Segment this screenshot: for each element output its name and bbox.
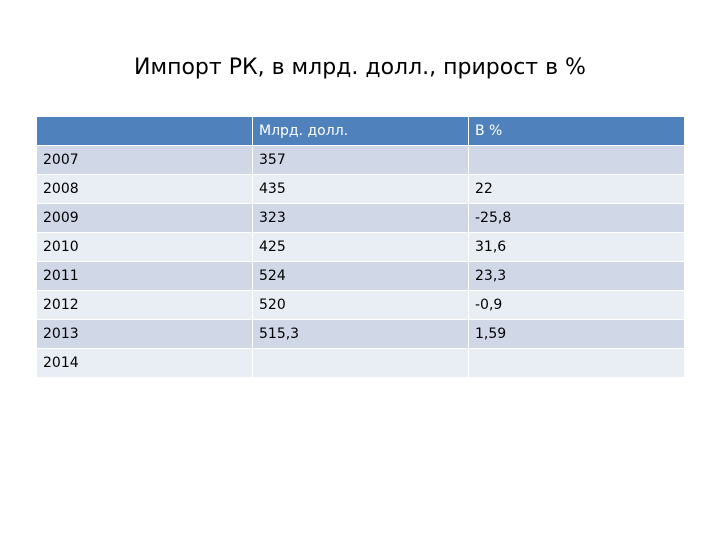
growth-cell: 23,3	[468, 261, 685, 291]
slide-title: Импорт РК, в млрд. долл., прирост в %	[134, 55, 586, 80]
value-cell: 520	[252, 290, 469, 320]
table-row: 2011 524 23,3	[36, 261, 685, 291]
table-row: 2007 357	[36, 145, 685, 175]
header-year	[36, 116, 253, 146]
growth-cell	[468, 348, 685, 378]
value-cell: 425	[252, 232, 469, 262]
import-table: Млрд. долл. В % 2007 357 2008 435 22 200…	[36, 116, 685, 378]
growth-cell: 22	[468, 174, 685, 204]
year-cell: 2014	[36, 348, 253, 378]
growth-cell: 1,59	[468, 319, 685, 349]
value-cell: 435	[252, 174, 469, 204]
value-cell: 515,3	[252, 319, 469, 349]
header-billion-usd: Млрд. долл.	[252, 116, 469, 146]
year-cell: 2009	[36, 203, 253, 233]
table-row: 2012 520 -0,9	[36, 290, 685, 320]
year-cell: 2008	[36, 174, 253, 204]
year-cell: 2010	[36, 232, 253, 262]
table-row: 2013 515,3 1,59	[36, 319, 685, 349]
header-percent: В %	[468, 116, 685, 146]
growth-cell: -25,8	[468, 203, 685, 233]
table-row: 2010 425 31,6	[36, 232, 685, 262]
table-row: 2009 323 -25,8	[36, 203, 685, 233]
year-cell: 2007	[36, 145, 253, 175]
year-cell: 2013	[36, 319, 253, 349]
value-cell: 524	[252, 261, 469, 291]
table-header-row: Млрд. долл. В %	[36, 116, 685, 146]
value-cell: 323	[252, 203, 469, 233]
table-row: 2014	[36, 348, 685, 378]
value-cell: 357	[252, 145, 469, 175]
year-cell: 2011	[36, 261, 253, 291]
growth-cell	[468, 145, 685, 175]
table-row: 2008 435 22	[36, 174, 685, 204]
year-cell: 2012	[36, 290, 253, 320]
value-cell	[252, 348, 469, 378]
growth-cell: 31,6	[468, 232, 685, 262]
growth-cell: -0,9	[468, 290, 685, 320]
